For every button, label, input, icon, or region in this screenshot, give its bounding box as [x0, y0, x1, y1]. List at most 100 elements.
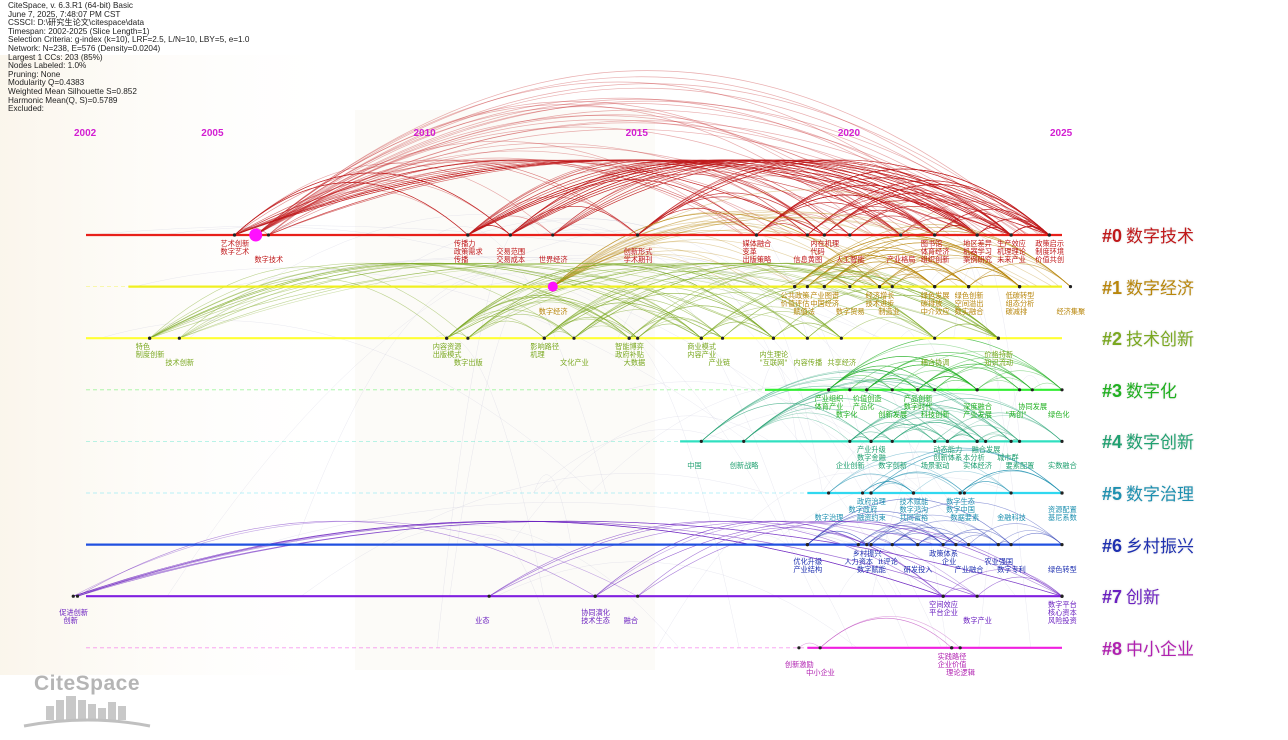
- keyword-label: 传播力: [453, 239, 476, 248]
- keyword-label: 技术生态: [581, 616, 610, 626]
- metadata-line: Harmonic Mean(Q, S)=0.5789: [8, 95, 118, 105]
- keyword-label: 共享经济: [827, 358, 857, 368]
- cluster-id: #2: [1102, 329, 1123, 350]
- citation-arc: [637, 521, 1063, 597]
- cluster-label[interactable]: #5 数字治理: [1102, 480, 1194, 505]
- keyword-label: 资源配置: [1048, 505, 1077, 514]
- citation-arc: [959, 224, 1021, 442]
- highlight-node: [249, 228, 263, 242]
- citation-arc: [934, 267, 1020, 287]
- keyword-label: 城市群: [997, 453, 1019, 463]
- citation-arc: [773, 287, 999, 339]
- year-label: 2005: [201, 128, 224, 139]
- keyword-node: [848, 285, 852, 289]
- keyword-node: [627, 336, 631, 340]
- citation-arc: [870, 472, 961, 494]
- citation-arc: [947, 434, 978, 442]
- citation-arc: [934, 228, 1031, 648]
- citation-arc: [976, 576, 1063, 597]
- year-label: 2015: [625, 128, 648, 139]
- citation-arc: [255, 70, 1040, 236]
- keyword-label: 媒体融合: [742, 239, 772, 248]
- citation-arc: [255, 100, 1042, 236]
- cluster-id: #6: [1102, 535, 1123, 556]
- keyword-label: 图书馆: [920, 239, 943, 248]
- keyword-label: 组织创新: [920, 255, 950, 264]
- keyword-label: 政策体系: [929, 548, 958, 558]
- keyword-node: [1068, 285, 1073, 289]
- keyword-label: 政策启示: [1035, 239, 1065, 248]
- cluster-label[interactable]: #2 技术创新: [1102, 325, 1194, 350]
- citation-arc: [866, 374, 935, 391]
- keyword-label: 产业发展: [963, 409, 992, 419]
- citation-arc: [234, 172, 511, 236]
- metadata-line: Pruning: None: [8, 69, 61, 79]
- keyword-label: 数字金融: [857, 453, 886, 463]
- citation-arc: [942, 569, 1063, 597]
- keyword-label: 数字经济: [538, 306, 568, 316]
- citation-arc: [838, 566, 898, 597]
- citation-arc: [879, 254, 1020, 287]
- keyword-label: 机理理论: [997, 247, 1026, 256]
- citation-arc: [934, 323, 999, 339]
- keyword-node: [933, 439, 937, 443]
- citation-arc: [722, 276, 999, 339]
- keyword-node: [1009, 543, 1013, 547]
- keyword-label: 产品创新: [903, 393, 933, 403]
- citation-arc: [595, 521, 944, 597]
- keyword-label: 内在机理: [810, 239, 840, 248]
- cluster-label[interactable]: #6 乡村振兴: [1102, 532, 1194, 557]
- keyword-node: [572, 336, 576, 340]
- keyword-node: [818, 646, 822, 650]
- citation-arc: [255, 129, 996, 236]
- citation-arc: [496, 561, 858, 648]
- keyword-node: [865, 388, 869, 392]
- citation-arc: [372, 217, 676, 287]
- citation-arc: [743, 412, 872, 442]
- citation-arc: [849, 267, 935, 287]
- cluster-label[interactable]: #0 数字技术: [1102, 222, 1194, 247]
- keyword-node: [996, 543, 1000, 547]
- keyword-node: [950, 646, 954, 650]
- citation-arc: [637, 318, 723, 339]
- cluster-label[interactable]: #8 中小企业: [1102, 635, 1194, 660]
- keyword-label: 生产效应: [997, 239, 1026, 248]
- keyword-label: 人力资本: [844, 556, 874, 566]
- keyword-label: 经济增长: [865, 290, 895, 300]
- citation-arc: [828, 451, 1012, 494]
- citation-arc: [255, 98, 1021, 236]
- citation-arc: [857, 377, 947, 648]
- citation-arc: [552, 217, 1031, 287]
- cluster-label[interactable]: #3 数字化: [1102, 377, 1177, 402]
- keyword-node: [1060, 594, 1064, 598]
- citation-arc: [552, 159, 978, 236]
- citation-arc: [756, 177, 1012, 236]
- citation-arc: [1032, 382, 1063, 391]
- citation-arc: [807, 188, 1012, 236]
- cluster-label[interactable]: #1 数字经济: [1102, 274, 1194, 299]
- citation-arc: [819, 615, 961, 649]
- citation-arc: [467, 196, 638, 236]
- citation-arc: [807, 309, 935, 339]
- keyword-node: [593, 594, 597, 598]
- keyword-label: 数字产业: [963, 616, 992, 626]
- year-label: 2002: [74, 128, 97, 139]
- citation-arc: [149, 263, 575, 339]
- keyword-node: [805, 336, 809, 340]
- citation-arc: [179, 277, 447, 339]
- citation-arc: [807, 206, 935, 236]
- citation-arc: [552, 217, 985, 287]
- keyword-node: [941, 543, 945, 547]
- citation-arc: [849, 422, 935, 442]
- citation-arc: [942, 588, 978, 597]
- metadata-line: Nodes Labeled: 1.0%: [8, 61, 87, 71]
- citation-arc: [467, 314, 575, 339]
- keyword-label: 绿色化: [1048, 409, 1070, 419]
- keyword-node: [827, 491, 831, 495]
- cluster-label[interactable]: #4 数字创新: [1102, 428, 1194, 453]
- citation-arc: [773, 322, 842, 339]
- keyword-label: 机器学习: [963, 247, 992, 256]
- cluster-label[interactable]: #7 创新: [1102, 583, 1160, 608]
- citation-arc: [978, 375, 1042, 648]
